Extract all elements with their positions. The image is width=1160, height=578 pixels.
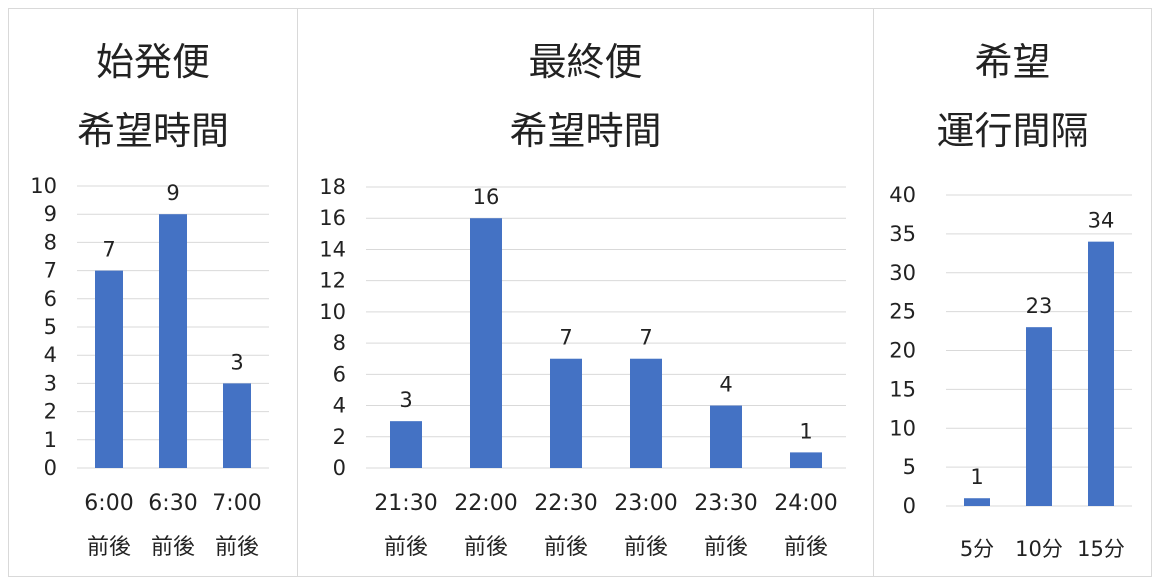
bar — [390, 421, 422, 468]
y-tick-label: 1 — [44, 428, 57, 452]
data-label: 1 — [799, 419, 812, 443]
y-tick-label: 4 — [333, 394, 346, 418]
bar — [790, 452, 822, 468]
data-label: 3 — [230, 350, 243, 374]
x-category-label: 23:00 — [614, 491, 677, 516]
bar — [1026, 327, 1052, 506]
data-label: 23 — [1026, 294, 1053, 318]
y-tick-label: 30 — [889, 261, 916, 285]
data-label: 34 — [1088, 209, 1115, 233]
y-tick-label: 14 — [319, 237, 346, 261]
y-tick-label: 18 — [319, 175, 346, 199]
y-tick-label: 20 — [889, 339, 916, 363]
bar — [223, 383, 251, 468]
bar-chart-last-bus: 024681012141618321:30前後1622:00前後722:30前後… — [298, 9, 875, 578]
data-label: 16 — [473, 185, 500, 209]
y-tick-label: 5 — [903, 455, 916, 479]
data-label: 3 — [399, 388, 412, 412]
x-category-sublabel: 前後 — [464, 535, 508, 560]
y-tick-label: 2 — [333, 425, 346, 449]
x-category-sublabel: 前後 — [384, 535, 428, 560]
bar — [159, 214, 187, 468]
x-category-sublabel: 前後 — [87, 535, 131, 560]
x-category-label: 21:30 — [374, 491, 437, 516]
y-tick-label: 0 — [903, 494, 916, 518]
x-category-sublabel: 前後 — [784, 535, 828, 560]
y-tick-label: 3 — [44, 371, 57, 395]
x-category-label: 6:00 — [84, 491, 133, 516]
x-category-label: 24:00 — [774, 491, 837, 516]
y-tick-label: 15 — [889, 377, 916, 401]
bar — [630, 359, 662, 468]
data-label: 4 — [719, 373, 732, 397]
y-tick-label: 10 — [319, 300, 346, 324]
y-tick-label: 35 — [889, 222, 916, 246]
chart-panel-interval: 希望 運行間隔 0 5 10 15 20 25 30 35 40 1 5分 23 10分 34 15分 — [873, 8, 1152, 577]
x-category-sublabel: 前後 — [215, 535, 259, 560]
y-tick-label: 6 — [44, 287, 57, 311]
bar — [95, 271, 123, 468]
chart-panel-first-bus: 始発便 希望時間 0 1 2 3 4 5 6 7 8 9 10 7 6:00 前後 9 6:30 前後 3 7:00… — [8, 8, 298, 577]
data-label: 7 — [639, 326, 652, 350]
x-category-label: 22:30 — [534, 491, 597, 516]
y-tick-label: 8 — [333, 331, 346, 355]
y-tick-label: 5 — [44, 315, 57, 339]
y-tick-label: 7 — [44, 259, 57, 283]
x-category-sublabel: 前後 — [151, 535, 195, 560]
x-category-label: 10分 — [1015, 537, 1063, 561]
y-tick-label: 0 — [44, 456, 57, 480]
bar — [710, 406, 742, 468]
chart-panel-last-bus: 最終便 希望時間 0 2 4 6 8 10 12 14 16 18 3 21:30 前後 16 22:00 前… — [297, 8, 874, 577]
y-tick-label: 10 — [30, 174, 57, 198]
data-label: 7 — [559, 326, 572, 350]
x-category-label: 7:00 — [212, 491, 261, 516]
y-tick-label: 8 — [44, 230, 57, 254]
x-category-label: 6:30 — [148, 491, 197, 516]
x-category-label: 5分 — [960, 537, 994, 561]
y-tick-label: 6 — [333, 362, 346, 386]
y-tick-label: 12 — [319, 269, 346, 293]
x-category-sublabel: 前後 — [704, 535, 748, 560]
data-label: 9 — [166, 181, 179, 205]
y-tick-label: 0 — [333, 456, 346, 480]
bar — [1088, 242, 1114, 506]
data-label: 1 — [970, 465, 983, 489]
y-tick-label: 40 — [889, 183, 916, 207]
x-category-label: 15分 — [1077, 537, 1125, 561]
x-category-sublabel: 前後 — [624, 535, 668, 560]
bar — [550, 359, 582, 468]
y-tick-label: 2 — [44, 400, 57, 424]
y-tick-label: 25 — [889, 300, 916, 324]
x-category-sublabel: 前後 — [544, 535, 588, 560]
y-tick-label: 9 — [44, 202, 57, 226]
bar — [470, 218, 502, 468]
y-tick-label: 16 — [319, 206, 346, 230]
x-category-label: 22:00 — [454, 491, 517, 516]
y-tick-label: 4 — [44, 343, 57, 367]
x-category-label: 23:30 — [694, 491, 757, 516]
bar-chart-first-bus: 0 1 2 3 4 5 6 7 8 9 10 7 6:00 前後 9 6:30 前後 3 7:00 前後 — [9, 9, 299, 578]
y-tick-label: 10 — [889, 416, 916, 440]
data-label: 7 — [102, 238, 115, 262]
bar — [964, 498, 990, 506]
